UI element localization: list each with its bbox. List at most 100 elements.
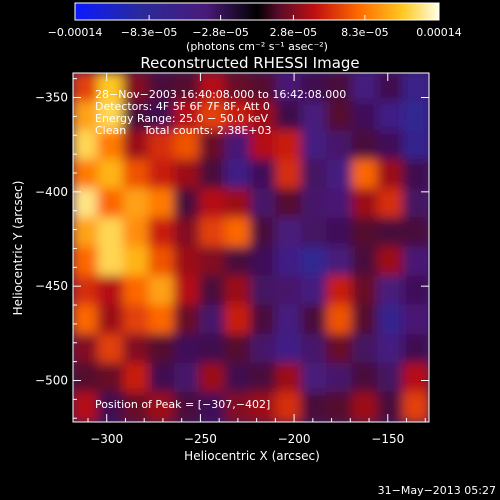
heatmap-cell — [148, 130, 176, 162]
heatmap-cell — [275, 391, 303, 422]
heatmap-cell — [97, 246, 125, 278]
annotation-energy: Energy Range: 25.0 − 50.0 keV — [95, 112, 269, 125]
heatmap-cell — [173, 246, 202, 278]
heatmap-cell — [402, 130, 429, 162]
heatmap-cell — [351, 275, 380, 307]
heatmap-cell — [173, 159, 202, 191]
heatmap-cell — [97, 101, 125, 133]
heatmap-cell — [199, 362, 227, 394]
heatmap-cell — [148, 391, 176, 422]
heatmap-cell — [326, 304, 354, 336]
heatmap-cell — [199, 391, 227, 422]
x-axis-ticks: −300 −250 −200 −150 — [87, 73, 426, 446]
heatmap-cell — [250, 391, 278, 422]
x-axis-label: Heliocentric X (arcsec) — [184, 449, 320, 463]
heatmap-cell — [326, 246, 354, 278]
heatmap-cell — [97, 130, 125, 162]
y-tick-label: −450 — [35, 279, 68, 293]
x-tick-label: −250 — [184, 432, 217, 446]
heatmap-cell — [275, 246, 303, 278]
x-tick-label: −300 — [90, 432, 123, 446]
heatmap-cell — [377, 130, 405, 162]
heatmap-cell — [73, 188, 100, 220]
heatmap-cell — [326, 101, 354, 133]
heatmap-cell — [173, 362, 202, 394]
annotation-detectors: Detectors: 4F 5F 6F 7F 8F, Att 0 — [95, 100, 270, 113]
heatmap-cell — [224, 362, 252, 394]
heatmap-cell — [377, 391, 405, 422]
heatmap-cell — [97, 304, 125, 336]
heatmap-cell — [275, 73, 303, 104]
y-tick-label: −400 — [35, 185, 68, 199]
heatmap-cell — [173, 333, 202, 365]
heatmap-cell — [97, 391, 125, 422]
heatmap-cell — [377, 159, 405, 191]
heatmap-cell — [224, 333, 252, 365]
peak-position-label: Position of Peak = [−307,−402] — [95, 398, 270, 411]
heatmap-cell — [300, 391, 329, 422]
heatmap-cell — [199, 101, 227, 133]
heatmap-cell — [300, 130, 329, 162]
colorbar-tick-label: −2.8e−05 — [192, 26, 249, 39]
heatmap-cell — [224, 304, 252, 336]
heatmap-cell — [351, 362, 380, 394]
heatmap-cell — [250, 304, 278, 336]
heatmap-cell — [275, 188, 303, 220]
heatmap-cell — [300, 362, 329, 394]
heatmap-cell — [402, 275, 429, 307]
heatmap-cell — [224, 188, 252, 220]
heatmap-cell — [275, 304, 303, 336]
heatmap-cell — [173, 188, 202, 220]
heatmap-cell — [122, 246, 151, 278]
annotation-time: 28−Nov−2003 16:40:08.000 to 16:42:08.000 — [95, 88, 346, 101]
heatmap-cell — [122, 275, 151, 307]
heatmap-cell — [199, 333, 227, 365]
heatmap-cell — [377, 362, 405, 394]
colorbar — [74, 2, 440, 21]
heatmap-cell — [402, 159, 429, 191]
heatmap-cell — [73, 217, 100, 249]
heatmap-cell — [148, 246, 176, 278]
heatmap-cell — [402, 333, 429, 365]
heatmap-cell — [351, 130, 380, 162]
heatmap-image — [73, 73, 429, 422]
heatmap-cell — [326, 188, 354, 220]
heatmap-cell — [326, 217, 354, 249]
heatmap-cell — [173, 130, 202, 162]
heatmap-cell — [377, 188, 405, 220]
heatmap-cell — [97, 333, 125, 365]
heatmap-cell — [402, 391, 429, 422]
heatmap-cell — [351, 391, 380, 422]
heatmap-cell — [148, 159, 176, 191]
heatmap-cell — [300, 333, 329, 365]
heatmap-cell — [351, 246, 380, 278]
heatmap-cell — [275, 217, 303, 249]
colorbar-tick-label: −8.3e−05 — [121, 26, 178, 39]
heatmap-cell — [300, 304, 329, 336]
heatmap-cell — [402, 304, 429, 336]
heatmap-cell — [351, 159, 380, 191]
heatmap-cell — [402, 217, 429, 249]
heatmap-cell — [351, 333, 380, 365]
plot-frame — [72, 72, 430, 423]
heatmap-cell — [351, 101, 380, 133]
heatmap-cell — [97, 73, 125, 104]
heatmap-cell — [199, 217, 227, 249]
heatmap-cell — [199, 275, 227, 307]
heatmap-cell — [351, 188, 380, 220]
heatmap-cell — [148, 217, 176, 249]
heatmap-cell — [300, 217, 329, 249]
heatmap-cell — [326, 362, 354, 394]
heatmap-cell — [122, 217, 151, 249]
chart-title: Reconstructed RHESSI Image — [140, 54, 359, 72]
heatmap-cell — [224, 391, 252, 422]
heatmap-cell — [326, 275, 354, 307]
heatmap-cell — [73, 275, 100, 307]
heatmap-cell — [148, 275, 176, 307]
heatmap-cell — [97, 188, 125, 220]
x-tick-label: −200 — [278, 432, 311, 446]
heatmap-cell — [173, 101, 202, 133]
heatmap-cell — [199, 73, 227, 104]
heatmap-cell — [73, 73, 100, 104]
